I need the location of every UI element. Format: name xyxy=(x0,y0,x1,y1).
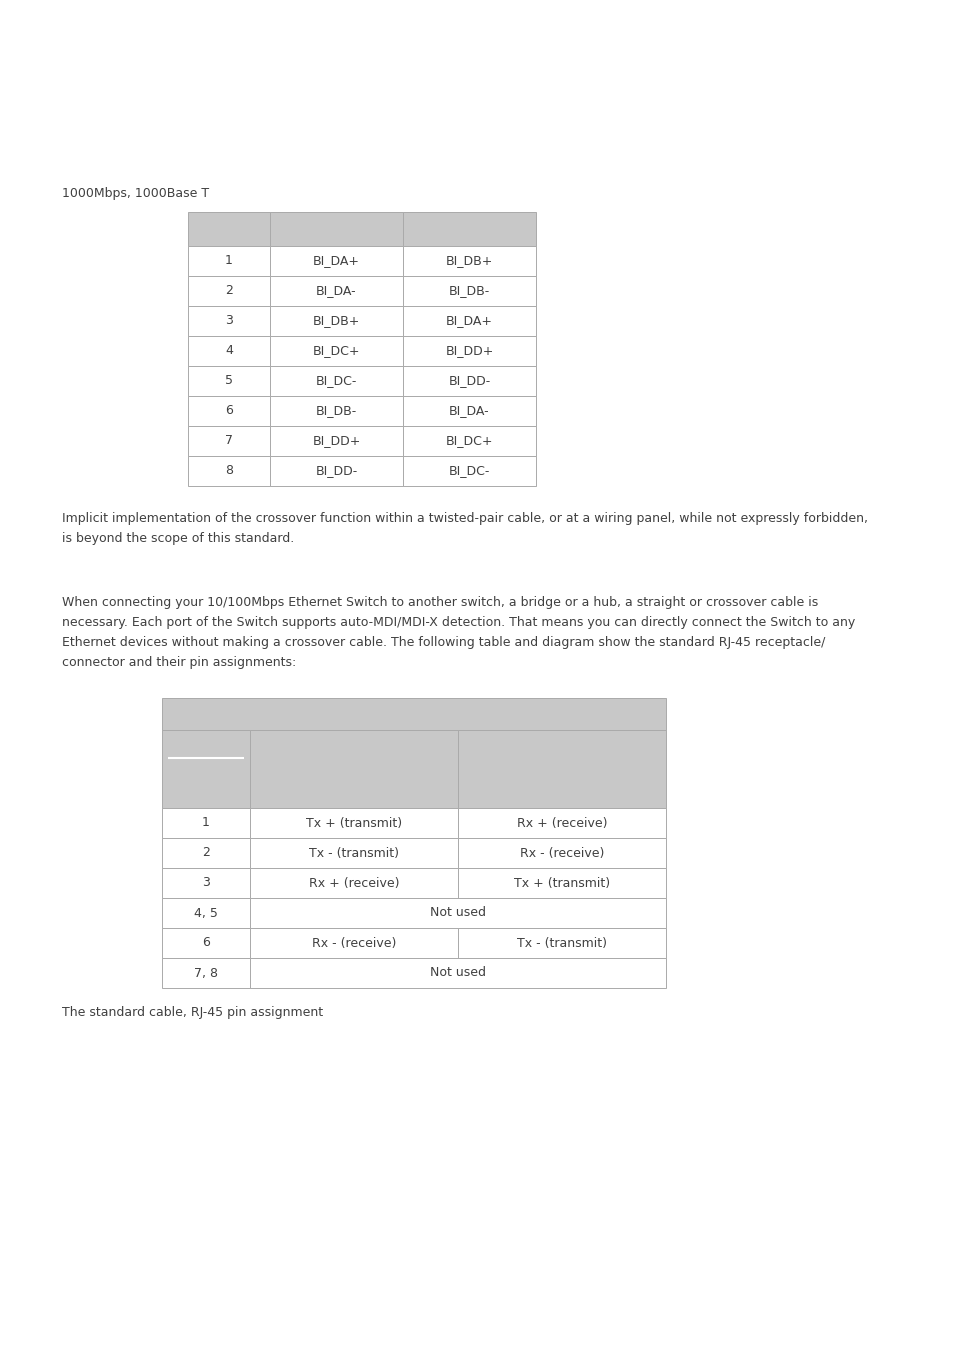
Text: 1: 1 xyxy=(202,817,210,829)
Bar xyxy=(270,275,402,306)
Text: necessary. Each port of the Switch supports auto-MDI/MDI-X detection. That means: necessary. Each port of the Switch suppo… xyxy=(62,616,854,629)
Bar xyxy=(402,366,536,396)
Bar xyxy=(162,927,250,958)
Bar xyxy=(162,898,250,927)
Bar xyxy=(457,730,665,809)
Bar xyxy=(188,456,270,486)
Bar xyxy=(270,427,402,456)
Bar xyxy=(402,427,536,456)
Bar xyxy=(457,868,665,898)
Bar xyxy=(250,838,457,868)
Bar xyxy=(188,396,270,427)
Bar xyxy=(402,246,536,275)
Text: 7: 7 xyxy=(225,435,233,447)
Text: Not used: Not used xyxy=(430,967,485,980)
Bar xyxy=(162,958,250,988)
Text: 2: 2 xyxy=(225,285,233,297)
Bar xyxy=(270,212,402,246)
Bar xyxy=(188,246,270,275)
Bar xyxy=(250,927,457,958)
Text: 3: 3 xyxy=(202,876,210,890)
Bar xyxy=(402,456,536,486)
Bar xyxy=(457,927,665,958)
Text: is beyond the scope of this standard.: is beyond the scope of this standard. xyxy=(62,532,294,545)
Text: Ethernet devices without making a crossover cable. The following table and diagr: Ethernet devices without making a crosso… xyxy=(62,636,824,649)
Text: Rx + (receive): Rx + (receive) xyxy=(517,817,607,829)
Text: Tx + (transmit): Tx + (transmit) xyxy=(306,817,401,829)
Bar xyxy=(162,809,250,838)
Text: BI_DD+: BI_DD+ xyxy=(445,344,493,358)
Text: 7, 8: 7, 8 xyxy=(193,967,218,980)
Text: When connecting your 10/100Mbps Ethernet Switch to another switch, a bridge or a: When connecting your 10/100Mbps Ethernet… xyxy=(62,595,818,609)
Text: Rx - (receive): Rx - (receive) xyxy=(519,846,603,860)
Text: 1000Mbps, 1000Base T: 1000Mbps, 1000Base T xyxy=(62,186,209,200)
Text: BI_DB-: BI_DB- xyxy=(315,405,356,417)
Text: BI_DA-: BI_DA- xyxy=(315,285,356,297)
Bar xyxy=(402,306,536,336)
Bar xyxy=(250,809,457,838)
Text: The standard cable, RJ-45 pin assignment: The standard cable, RJ-45 pin assignment xyxy=(62,1006,323,1019)
Bar xyxy=(270,246,402,275)
Bar xyxy=(457,809,665,838)
Bar xyxy=(188,306,270,336)
Bar xyxy=(457,838,665,868)
Text: Rx - (receive): Rx - (receive) xyxy=(312,937,395,949)
Bar xyxy=(188,336,270,366)
Text: BI_DC+: BI_DC+ xyxy=(445,435,493,447)
Text: 5: 5 xyxy=(225,374,233,387)
Text: Tx - (transmit): Tx - (transmit) xyxy=(309,846,398,860)
Bar xyxy=(188,212,270,246)
Text: 1: 1 xyxy=(225,255,233,267)
Text: 4, 5: 4, 5 xyxy=(193,906,217,919)
Bar xyxy=(250,868,457,898)
Bar xyxy=(270,396,402,427)
Text: 6: 6 xyxy=(202,937,210,949)
Text: Implicit implementation of the crossover function within a twisted-pair cable, o: Implicit implementation of the crossover… xyxy=(62,512,867,525)
Text: Rx + (receive): Rx + (receive) xyxy=(309,876,399,890)
Text: BI_DA-: BI_DA- xyxy=(449,405,489,417)
Bar xyxy=(402,396,536,427)
Bar xyxy=(188,427,270,456)
Bar xyxy=(162,838,250,868)
Bar xyxy=(188,275,270,306)
Bar xyxy=(402,212,536,246)
Text: BI_DC-: BI_DC- xyxy=(315,374,356,387)
Text: BI_DC-: BI_DC- xyxy=(448,464,490,478)
Bar xyxy=(250,730,457,809)
Text: Tx + (transmit): Tx + (transmit) xyxy=(514,876,609,890)
Text: 3: 3 xyxy=(225,315,233,328)
Text: BI_DC+: BI_DC+ xyxy=(313,344,360,358)
Text: connector and their pin assignments:: connector and their pin assignments: xyxy=(62,656,296,670)
Text: Tx - (transmit): Tx - (transmit) xyxy=(517,937,606,949)
Text: Not used: Not used xyxy=(430,906,485,919)
Bar xyxy=(270,306,402,336)
Bar xyxy=(402,275,536,306)
Bar xyxy=(402,336,536,366)
Text: BI_DD-: BI_DD- xyxy=(315,464,357,478)
Text: 2: 2 xyxy=(202,846,210,860)
Text: 8: 8 xyxy=(225,464,233,478)
Bar xyxy=(270,366,402,396)
Bar xyxy=(270,336,402,366)
Text: BI_DD+: BI_DD+ xyxy=(312,435,360,447)
Bar xyxy=(188,366,270,396)
Text: 6: 6 xyxy=(225,405,233,417)
Text: BI_DB+: BI_DB+ xyxy=(445,255,493,267)
Bar xyxy=(270,456,402,486)
Text: BI_DA+: BI_DA+ xyxy=(313,255,359,267)
Bar xyxy=(162,730,250,809)
Bar xyxy=(250,898,665,927)
Text: BI_DD-: BI_DD- xyxy=(448,374,490,387)
Text: 4: 4 xyxy=(225,344,233,358)
Text: BI_DB+: BI_DB+ xyxy=(313,315,360,328)
Text: BI_DB-: BI_DB- xyxy=(449,285,490,297)
Text: BI_DA+: BI_DA+ xyxy=(446,315,493,328)
Bar xyxy=(162,698,665,730)
Bar xyxy=(250,958,665,988)
Bar xyxy=(162,868,250,898)
